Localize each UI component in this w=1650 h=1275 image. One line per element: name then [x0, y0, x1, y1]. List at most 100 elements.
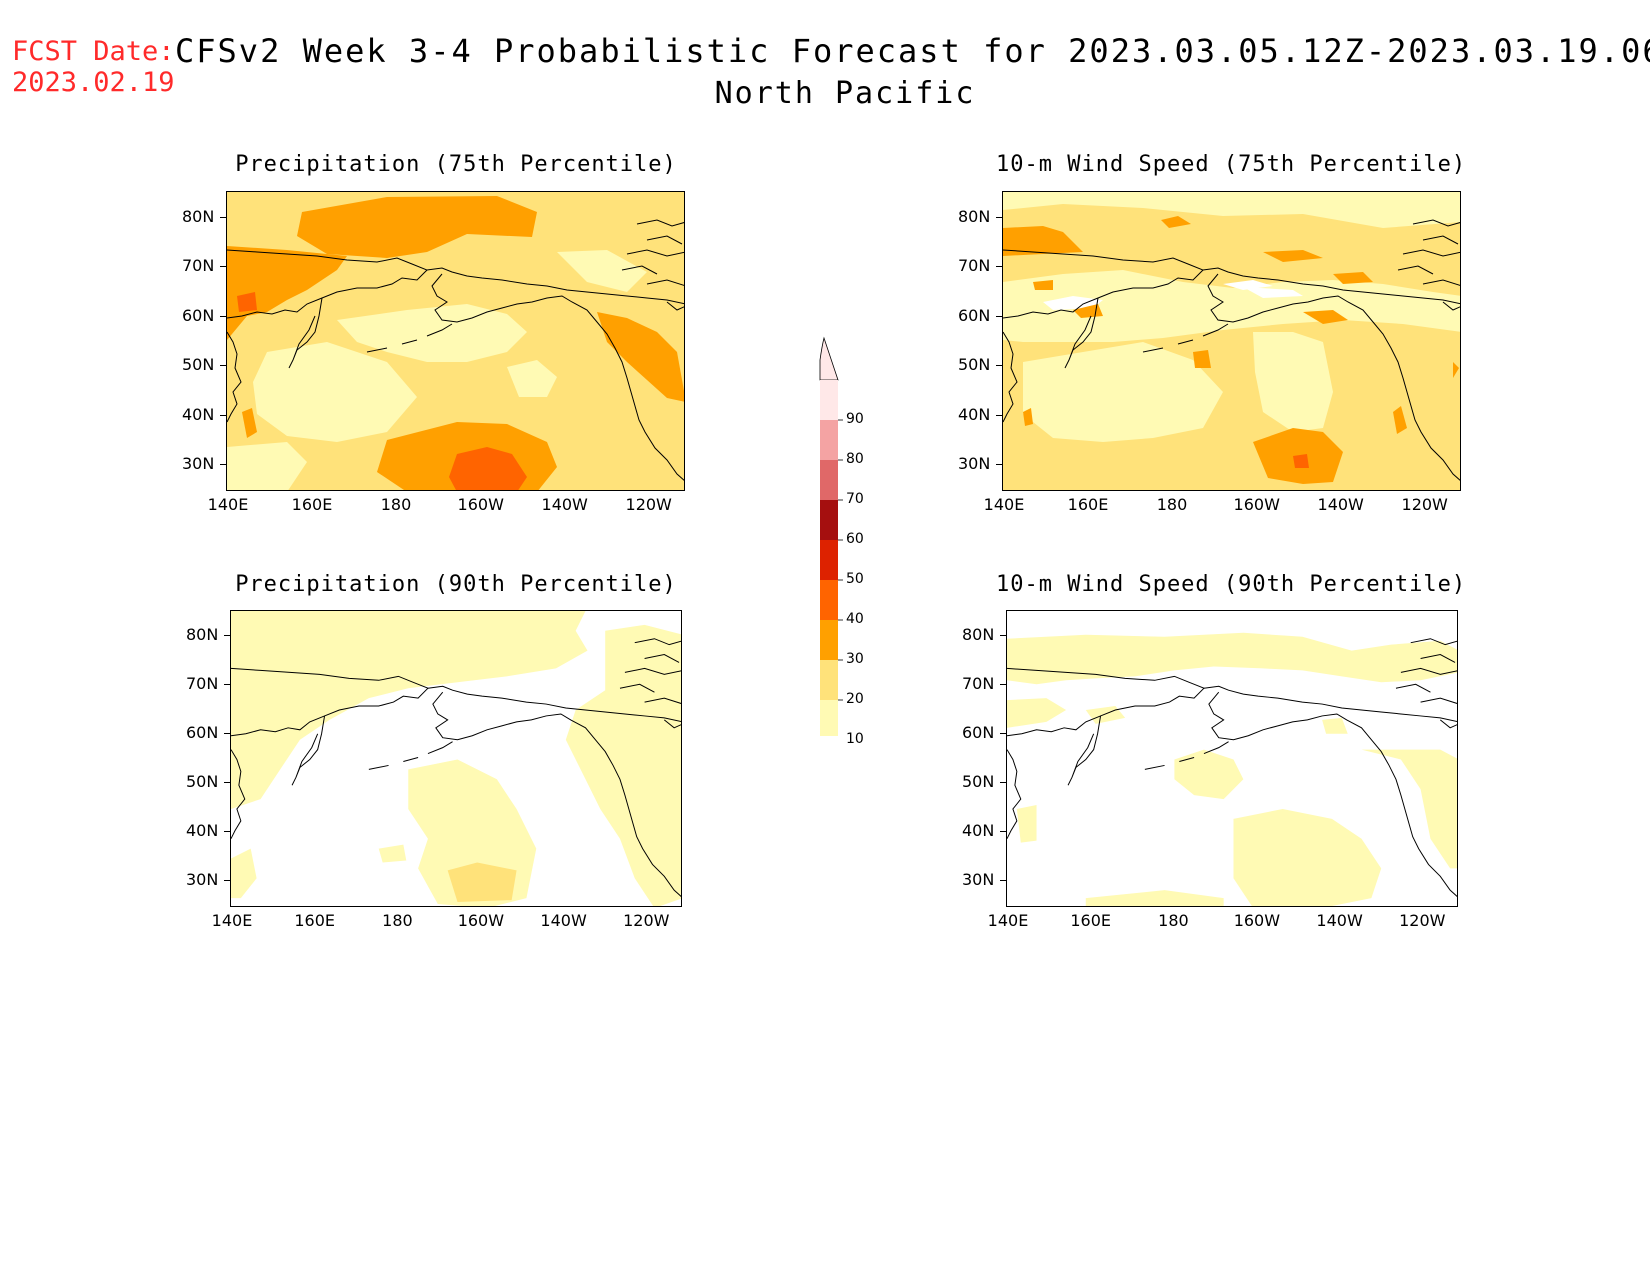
coastline [426, 267, 684, 305]
panel-title-precip-90: Precipitation (90th Percentile) [235, 572, 677, 597]
probability-region [1003, 192, 1460, 228]
lat-tick-mark [996, 266, 1002, 267]
coastline [227, 249, 428, 319]
coastline [619, 638, 681, 729]
lat-tick-mark [1000, 831, 1006, 833]
fcst-date-label: FCST Date: [12, 36, 175, 67]
lat-tick-mark [1000, 880, 1006, 882]
lat-tick-mark [224, 684, 230, 686]
lat-tick-label: 40N [962, 821, 995, 841]
lat-tick-label: 80N [186, 625, 219, 645]
lat-tick-label: 50N [182, 355, 215, 374]
colorbar-label: 70 [846, 491, 864, 507]
lat-tick-label: 50N [186, 772, 219, 792]
probability-region [227, 442, 307, 490]
coastline [1395, 638, 1457, 729]
probability-region [1293, 454, 1309, 468]
probability-region [237, 292, 257, 312]
probability-region [1333, 272, 1373, 284]
colorbar-label: 50 [846, 571, 864, 587]
colorbar-label: 10 [846, 731, 864, 747]
lat-tick-label: 70N [962, 674, 995, 694]
coastline [1003, 249, 1204, 319]
panel-title-precip-75: Precipitation (75th Percentile) [235, 152, 677, 177]
lon-tick-label: 160W [457, 911, 505, 930]
lon-tick-label: 180 [382, 911, 413, 930]
probability-region [242, 408, 257, 438]
lat-tick-mark [224, 831, 230, 833]
colorbar-label: 60 [846, 531, 864, 547]
lat-tick-mark [996, 216, 1002, 218]
lon-tick-label: 120W [1401, 495, 1448, 514]
coastline [227, 331, 242, 423]
colorbar-swatch [820, 380, 838, 420]
fcst-date-value: 2023.02.19 [12, 67, 175, 98]
lon-tick-label: 160W [1233, 911, 1281, 930]
lat-tick-mark [996, 365, 1002, 366]
probability-region [597, 312, 684, 402]
lat-tick-label: 70N [958, 256, 991, 275]
colorbar-swatch [820, 500, 838, 540]
coastline [431, 273, 684, 481]
probability-region [1193, 350, 1211, 368]
probability-region [378, 844, 407, 863]
probability-region [1007, 632, 1457, 685]
coastline [1208, 691, 1457, 897]
probability-region [557, 250, 647, 292]
lon-tick-label: 140W [540, 911, 587, 930]
coastline [1142, 323, 1229, 353]
colorbar-label: 30 [846, 651, 864, 667]
lon-tick-label: 120W [623, 911, 670, 930]
lat-tick-mark [1000, 782, 1006, 784]
lat-tick-label: 60N [186, 723, 219, 743]
colorbar-label: 80 [846, 451, 864, 467]
probability-region [1223, 280, 1273, 290]
map-precip-75 [226, 191, 685, 491]
probability-region [1174, 749, 1244, 800]
lat-tick-label: 80N [958, 206, 991, 226]
lat-tick-label: 50N [962, 772, 995, 792]
lat-tick-label: 60N [962, 723, 995, 743]
lat-tick-mark [220, 216, 226, 218]
coastline [427, 685, 681, 722]
probability-region [1016, 805, 1037, 843]
probability-region [1322, 717, 1348, 734]
coastline [1207, 273, 1460, 481]
figure-subtitle: North Pacific [714, 76, 976, 111]
coastline [1397, 219, 1460, 311]
probability-region [447, 862, 517, 903]
coastline [1202, 267, 1460, 305]
probability-region [1233, 809, 1382, 906]
lon-tick-label: 180 [1158, 911, 1189, 930]
lon-tick-label: 180 [380, 495, 412, 514]
lat-tick-label: 50N [958, 355, 991, 374]
lat-tick-label: 70N [186, 674, 219, 694]
map-precip-75-svg [227, 192, 684, 490]
colorbar-swatch [820, 700, 838, 740]
lon-tick-label: 140W [541, 495, 588, 514]
lat-tick-label: 30N [186, 870, 219, 890]
lon-tick-label: 160W [1233, 495, 1280, 514]
probability-region [337, 304, 527, 362]
coastline [1067, 715, 1102, 786]
lat-tick-mark [224, 880, 230, 882]
colorbar-label: 20 [846, 691, 864, 707]
lon-tick-label: 120W [625, 495, 672, 514]
probability-region [1253, 332, 1333, 432]
colorbar-label: 90 [846, 411, 864, 427]
probability-region [449, 447, 527, 490]
lon-tick-label: 160E [1070, 911, 1112, 930]
lon-tick-label: 140W [1316, 911, 1363, 930]
lat-tick-label: 40N [958, 404, 991, 424]
lon-tick-label: 180 [1156, 495, 1188, 514]
lon-tick-label: 160W [457, 495, 504, 514]
lat-tick-label: 40N [186, 821, 219, 841]
lat-tick-label: 70N [182, 256, 215, 275]
lat-tick-label: 30N [958, 454, 991, 473]
lat-tick-mark [220, 414, 226, 416]
probability-region [231, 848, 257, 899]
lat-tick-mark [224, 635, 230, 637]
colorbar-top-cap [819, 336, 839, 381]
lat-tick-label: 80N [182, 206, 215, 226]
probability-region [1263, 250, 1323, 262]
